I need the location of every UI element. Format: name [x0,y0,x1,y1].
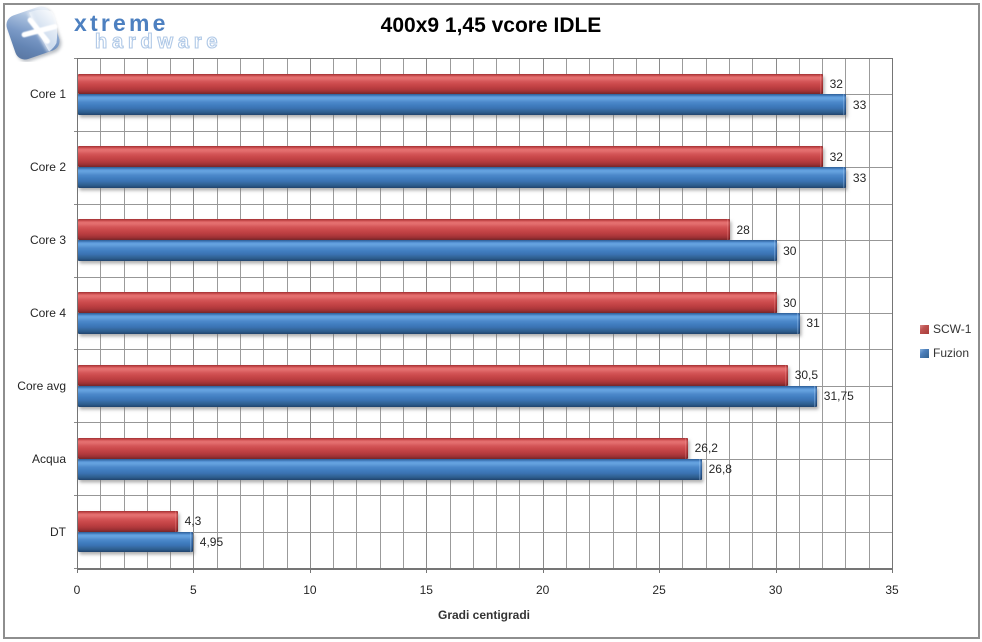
svg-text:xtreme: xtreme [74,10,169,36]
svg-text:hardware: hardware [95,31,222,53]
